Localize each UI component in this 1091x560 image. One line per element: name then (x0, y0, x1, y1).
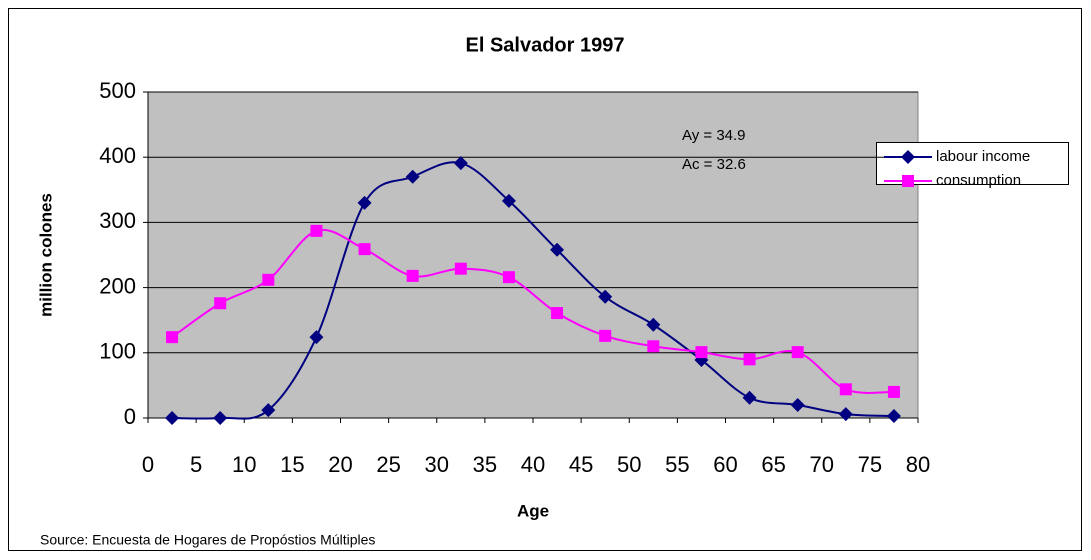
marker (791, 346, 804, 359)
y-tick-label: 500 (99, 78, 136, 103)
x-tick-label: 35 (473, 452, 497, 477)
legend-marker (902, 175, 914, 187)
series-line (172, 161, 894, 420)
marker (454, 262, 467, 275)
marker (887, 385, 900, 398)
marker (551, 307, 564, 320)
y-tick-label: 100 (99, 339, 136, 364)
marker (647, 340, 660, 353)
y-tick-label: 0 (124, 404, 136, 429)
x-tick-label: 5 (190, 452, 202, 477)
marker (886, 409, 901, 424)
chart-title: El Salvador 1997 (466, 34, 625, 56)
y-tick-label: 200 (99, 273, 136, 298)
marker (742, 390, 757, 405)
marker (790, 397, 805, 412)
x-tick-label: 70 (810, 452, 834, 477)
marker (550, 242, 565, 257)
x-tick-label: 40 (521, 452, 545, 477)
x-tick-label: 15 (280, 452, 304, 477)
x-tick-label: 80 (906, 452, 930, 477)
marker (646, 317, 661, 332)
marker (165, 411, 180, 425)
x-tick-label: 10 (232, 452, 256, 477)
marker (838, 407, 853, 422)
y-tick-label: 400 (99, 143, 136, 168)
marker (213, 411, 228, 425)
marker (406, 269, 419, 282)
marker (261, 403, 276, 418)
legend-label: labour income (936, 148, 1030, 165)
marker (262, 273, 275, 286)
source-note: Source: Encuesta de Hogares de Propóstio… (40, 532, 375, 548)
marker (310, 224, 323, 237)
series-line (171, 228, 894, 394)
x-tick-label: 65 (761, 452, 785, 477)
legend-marker (901, 150, 915, 164)
x-tick-label: 55 (665, 452, 689, 477)
y-axis-label: million colones (36, 193, 55, 317)
annotation: Ay = 34.9 (682, 127, 746, 144)
marker (839, 383, 852, 396)
marker (214, 297, 227, 310)
x-tick-label: 30 (425, 452, 449, 477)
x-tick-label: 0 (142, 452, 154, 477)
x-tick-label: 20 (328, 452, 352, 477)
marker (599, 329, 612, 342)
marker (309, 330, 324, 345)
marker (405, 169, 420, 184)
legend-label: consumption (936, 172, 1021, 189)
y-tick-label: 300 (99, 208, 136, 233)
marker (695, 346, 708, 359)
marker (501, 193, 516, 208)
plot-area (147, 91, 919, 419)
x-axis-label: Age (517, 501, 549, 520)
x-tick-label: 25 (376, 452, 400, 477)
marker (502, 271, 515, 284)
x-tick-label: 50 (617, 452, 641, 477)
marker (743, 353, 756, 366)
x-tick-label: 75 (858, 452, 882, 477)
annotation: Ac = 32.6 (682, 156, 746, 173)
x-tick-label: 45 (569, 452, 593, 477)
marker (166, 331, 179, 344)
marker (453, 156, 468, 171)
marker (357, 195, 372, 210)
marker (358, 243, 371, 256)
x-tick-label: 60 (713, 452, 737, 477)
marker (598, 289, 613, 304)
